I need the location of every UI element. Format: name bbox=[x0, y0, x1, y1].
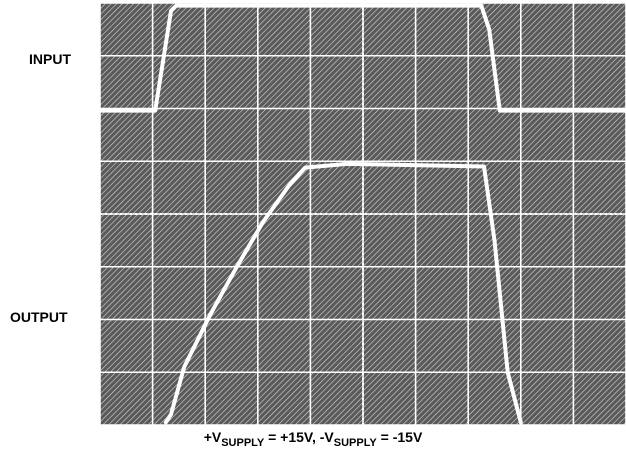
caption-subscript-2: SUPPLY bbox=[333, 437, 377, 449]
waveform-traces bbox=[100, 3, 626, 425]
output-waveform bbox=[163, 161, 523, 425]
input-trace-label: INPUT bbox=[29, 51, 71, 67]
caption-end: = -15V bbox=[376, 429, 423, 445]
input-waveform bbox=[100, 3, 626, 113]
output-trace-label: OUTPUT bbox=[10, 309, 68, 325]
oscilloscope-screen bbox=[100, 3, 626, 425]
supply-caption: +VSUPPLY = +15V, -VSUPPLY = -15V bbox=[0, 429, 626, 449]
caption-v-positive: +V bbox=[203, 429, 222, 445]
caption-mid: = +15V, -V bbox=[264, 429, 334, 445]
graticule-grid bbox=[100, 3, 626, 425]
caption-subscript-1: SUPPLY bbox=[221, 437, 265, 449]
